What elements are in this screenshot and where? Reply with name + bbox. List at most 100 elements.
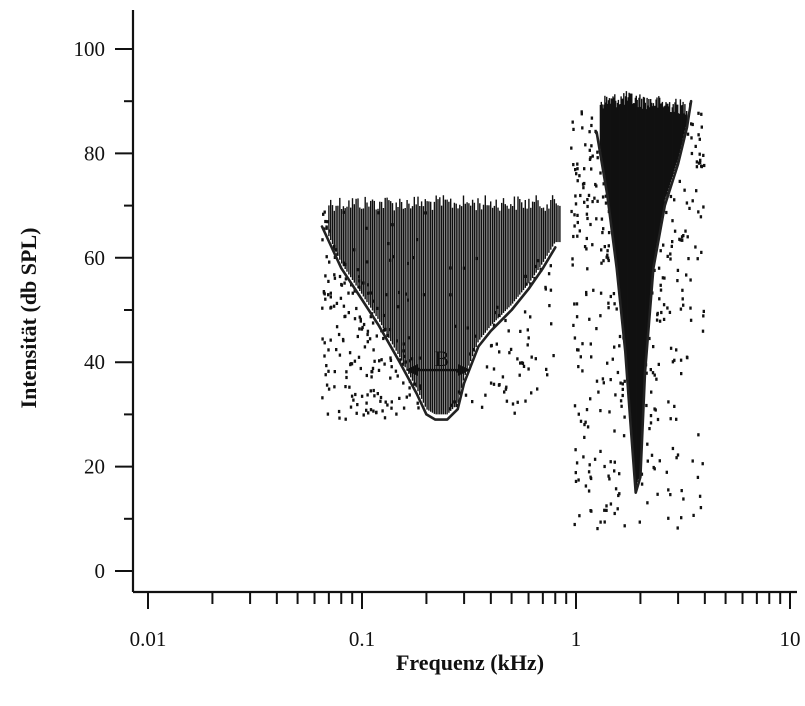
spike-dot xyxy=(609,378,612,382)
spike-dot xyxy=(694,144,697,148)
spike-dot xyxy=(572,234,575,239)
spike-dot xyxy=(376,392,379,396)
spike-dot xyxy=(669,252,672,256)
spike-dot xyxy=(396,374,399,378)
y-tick-label: 80 xyxy=(84,141,105,165)
spike-dot xyxy=(342,304,346,308)
spike-dot xyxy=(653,407,656,411)
spike-dot xyxy=(571,120,574,124)
spike-dot xyxy=(355,306,358,311)
spike-dot xyxy=(366,393,369,397)
spike-dot xyxy=(326,412,330,416)
spike-dot xyxy=(365,401,368,405)
spike-dot xyxy=(591,243,594,247)
spike-dot xyxy=(575,315,579,319)
spike-dot xyxy=(613,302,616,306)
spike-dot xyxy=(685,201,689,205)
spike-dot xyxy=(530,355,533,359)
spike-dot xyxy=(603,520,606,524)
spike-dot xyxy=(338,416,341,420)
spike-dot xyxy=(575,172,578,176)
spike-dot xyxy=(362,322,366,327)
spike-dot xyxy=(599,409,602,413)
spike-dot xyxy=(576,167,579,171)
spike-dot xyxy=(682,303,685,307)
spike-dot xyxy=(590,355,593,359)
spike-dot xyxy=(351,291,354,295)
spike-dot xyxy=(369,389,372,393)
spike-dot xyxy=(666,306,669,310)
spike-dot xyxy=(673,358,676,362)
spike-dot xyxy=(408,359,411,363)
spike-dot xyxy=(646,501,649,505)
spike-dot xyxy=(676,526,679,530)
spike-dot xyxy=(326,220,329,224)
spike-dot xyxy=(522,364,526,368)
spike-dot xyxy=(372,409,375,413)
spike-dot xyxy=(329,338,332,342)
spike-dot xyxy=(616,370,620,375)
spike-dot xyxy=(676,268,680,272)
spike-dot xyxy=(585,236,588,241)
spike-dot xyxy=(694,245,697,249)
spike-dot xyxy=(601,377,605,381)
spike-dot xyxy=(516,400,519,404)
spike-dot xyxy=(577,412,580,416)
spike-dot xyxy=(508,351,511,355)
spike-dot xyxy=(615,307,618,311)
spike-dot xyxy=(649,368,652,372)
spike-dot xyxy=(489,381,493,385)
spike-dot xyxy=(681,288,684,292)
spike-dot xyxy=(365,408,368,412)
spike-dot xyxy=(673,229,677,233)
spike-dot xyxy=(699,215,703,219)
spike-dot xyxy=(366,329,370,333)
spike-dot xyxy=(573,224,576,228)
spike-dot xyxy=(589,342,592,346)
spike-dot xyxy=(576,234,579,238)
spike-dot xyxy=(335,325,339,329)
spike-dot xyxy=(700,112,703,116)
spike-dot xyxy=(389,358,393,362)
spike-dot xyxy=(671,446,675,451)
spike-dot xyxy=(591,154,594,158)
spike-dot xyxy=(657,362,660,366)
spike-dot xyxy=(574,479,578,483)
spike-dot xyxy=(661,276,665,280)
spike-dot xyxy=(583,423,586,427)
spike-dot xyxy=(348,385,351,389)
spike-dot xyxy=(671,240,674,244)
spike-dot xyxy=(382,336,385,341)
spike-dot xyxy=(534,357,537,361)
spike-dot xyxy=(576,213,579,217)
spike-dot xyxy=(607,306,610,310)
spike-dot xyxy=(606,249,609,253)
spike-dot xyxy=(602,182,605,186)
spike-dot xyxy=(596,199,599,203)
spike-dot xyxy=(580,110,583,114)
spike-dot xyxy=(658,459,661,463)
spike-dot xyxy=(386,333,389,338)
spike-dot xyxy=(527,336,530,340)
spike-dot xyxy=(394,369,398,373)
spike-dot xyxy=(366,340,369,344)
spike-dot xyxy=(324,297,327,301)
spike-dot xyxy=(607,301,610,305)
spike-dot xyxy=(485,365,489,369)
spike-dot xyxy=(600,248,603,252)
spike-dot xyxy=(697,210,700,214)
spike-dot xyxy=(588,317,591,321)
spike-dot xyxy=(547,272,551,276)
spike-dot xyxy=(546,373,549,377)
spike-dot xyxy=(588,130,591,134)
spike-dot xyxy=(518,373,521,377)
spike-dot xyxy=(327,387,331,391)
spike-dot xyxy=(603,245,606,249)
spike-dot xyxy=(585,247,588,251)
spike-dot xyxy=(595,379,599,383)
spike-dot xyxy=(669,346,673,350)
spike-dot xyxy=(588,157,592,161)
spike-dot xyxy=(614,393,617,397)
spike-dot xyxy=(680,489,683,493)
spike-dot xyxy=(603,508,606,512)
